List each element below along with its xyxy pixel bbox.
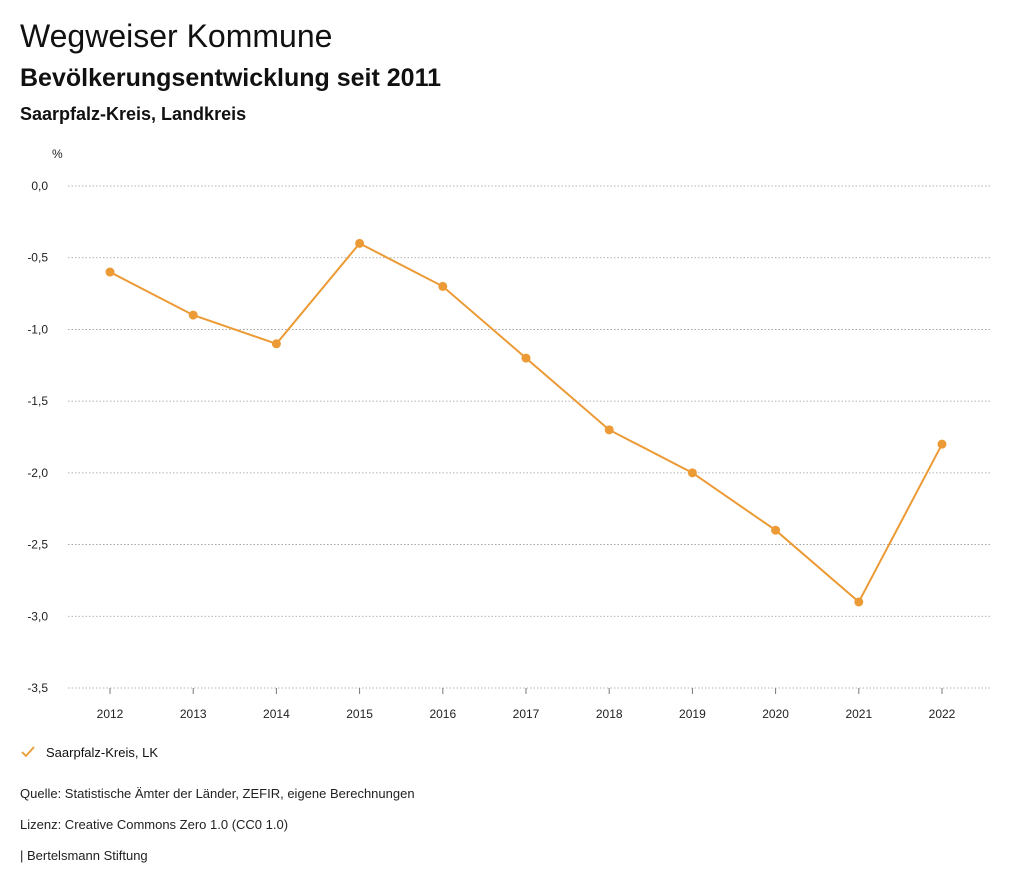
- y-tick-label: -3,5: [27, 681, 48, 695]
- source-note: Quelle: Statistische Ämter der Länder, Z…: [20, 786, 415, 801]
- y-tick-label: -1,5: [27, 394, 48, 408]
- x-tick-label: 2021: [845, 707, 872, 721]
- legend[interactable]: Saarpfalz-Kreis, LK: [20, 744, 158, 760]
- y-tick-label: 0,0: [31, 179, 48, 193]
- x-tick-label: 2017: [513, 707, 540, 721]
- license-note: Lizenz: Creative Commons Zero 1.0 (CC0 1…: [20, 817, 289, 832]
- x-tick-label: 2013: [180, 707, 207, 721]
- series-line: [109, 242, 943, 604]
- y-tick-label: -2,0: [27, 466, 48, 480]
- data-point[interactable]: [604, 425, 614, 435]
- x-tick-label: 2016: [429, 707, 456, 721]
- y-tick-label: -3,0: [27, 609, 48, 623]
- data-point[interactable]: [355, 238, 365, 248]
- data-point[interactable]: [105, 267, 115, 277]
- x-axis-ticks: 2012 2013 2014 2015 2016 2017 2018 2019 2020 2021…: [97, 688, 956, 721]
- data-point[interactable]: [937, 439, 947, 449]
- data-point[interactable]: [687, 468, 697, 478]
- x-tick-label: 2020: [762, 707, 789, 721]
- data-point[interactable]: [854, 597, 864, 607]
- region-label: Saarpfalz-Kreis, Landkreis: [20, 104, 247, 124]
- data-point[interactable]: [188, 310, 198, 320]
- x-tick-label: 2019: [679, 707, 706, 721]
- series-group: [105, 238, 947, 607]
- data-point[interactable]: [771, 525, 781, 535]
- y-axis-ticks: 0,0 -0,5 -1,0 -1,5 -2,0 -2,5 -3,0 -3,5: [27, 179, 48, 695]
- data-point[interactable]: [271, 339, 281, 349]
- page-title: Wegweiser Kommune: [20, 18, 333, 54]
- y-tick-label: -2,5: [27, 538, 48, 552]
- data-point[interactable]: [521, 353, 531, 363]
- x-tick-label: 2018: [596, 707, 623, 721]
- grid-lines: [68, 185, 990, 689]
- x-tick-label: 2015: [346, 707, 373, 721]
- data-point[interactable]: [438, 281, 448, 291]
- legend-label: Saarpfalz-Kreis, LK: [46, 744, 158, 760]
- x-tick-label: 2012: [97, 707, 124, 721]
- x-tick-label: 2014: [263, 707, 290, 721]
- chart-subtitle: Bevölkerungsentwicklung seit 2011: [20, 64, 441, 92]
- y-tick-label: -1,0: [27, 322, 48, 336]
- y-axis-label: %: [52, 147, 63, 161]
- checkmark-icon: [21, 746, 35, 758]
- line-chart: % 0,0-0,5-1,0-1,5-2,0-2,5-3,0-3,5 2012 20…: [27, 147, 990, 721]
- publisher-note: | Bertelsmann Stiftung: [20, 848, 148, 863]
- y-tick-label: -0,5: [27, 251, 48, 265]
- x-tick-label: 2022: [929, 707, 956, 721]
